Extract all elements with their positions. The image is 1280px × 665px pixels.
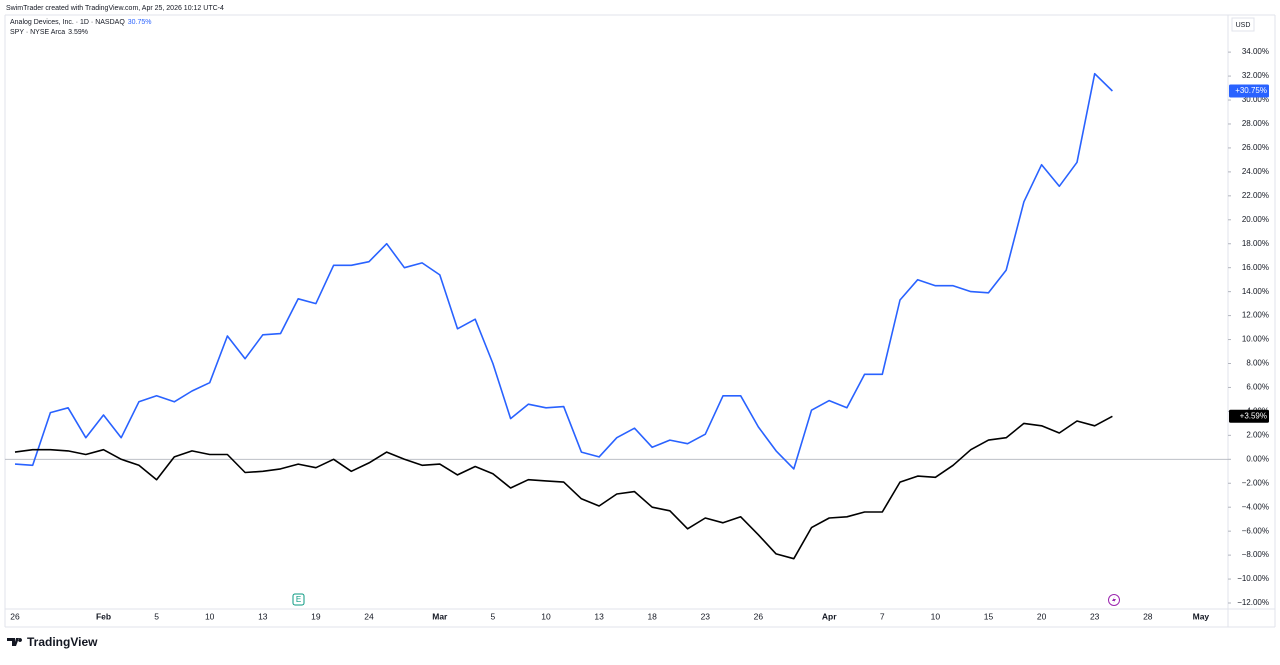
y-tick-label: −2.00% [1242,478,1269,487]
x-tick-label: 19 [311,611,321,621]
y-tick-label: −6.00% [1242,526,1269,535]
dividend-icon [1112,596,1116,604]
y-tick-label: 12.00% [1242,311,1269,320]
y-tick-label: 28.00% [1242,119,1269,128]
y-tick-label: 18.00% [1242,239,1269,248]
y-tick-label: 20.00% [1242,215,1269,224]
series-line [14,415,1113,560]
x-tick-label: 13 [594,611,604,621]
x-tick-label: 26 [10,611,20,621]
credit: SwimTrader created with TradingView.com,… [6,5,224,12]
y-tick-label: −12.00% [1237,598,1269,607]
plot [14,72,1113,560]
y-tick-label: 2.00% [1246,430,1269,439]
x-tick-label: 7 [880,611,885,621]
logo-text: TradingView [27,635,98,649]
currency[interactable]: USD [1236,22,1251,29]
y-tick-label: 26.00% [1242,143,1269,152]
y-tick-label: −8.00% [1242,550,1269,559]
price-badge-label: +30.75% [1235,86,1267,95]
x-tick-label: 20 [1037,611,1047,621]
currency-box[interactable] [1231,17,1255,32]
x-tick-label: 15 [984,611,994,621]
price-badge [1229,409,1269,423]
y-tick-label: −10.00% [1237,574,1269,583]
legend-name[interactable]: Analog Devices, Inc. · 1D · NASDAQ [10,19,125,26]
y-tick-label: 6.00% [1246,383,1269,392]
legend-value: 3.59% [68,29,88,36]
x-tick-label: 24 [364,611,374,621]
series-line [14,72,1113,470]
x-tick-label: 10 [931,611,941,621]
x-tick-label: 23 [701,611,711,621]
y-tick-label: 30.00% [1242,95,1269,104]
y-tick-label: −4.00% [1242,502,1269,511]
y-tick-label: 10.00% [1242,335,1269,344]
price-badge-label: +3.59% [1240,411,1267,420]
earnings-marker[interactable]: E [296,595,301,604]
x-tick-label: 23 [1090,611,1100,621]
y-tick-label: 14.00% [1242,287,1269,296]
y-tick-label: 0.00% [1246,454,1269,463]
x-tick-label: 26 [754,611,764,621]
x-tick-label: 10 [541,611,551,621]
x-tick-label: 13 [258,611,268,621]
legend-name[interactable]: SPY · NYSE Arca [10,29,65,36]
x-tick-label: Feb [96,611,111,621]
x-tick-label: May [1193,611,1210,621]
y-tick-label: 34.00% [1242,47,1269,56]
price-badge [1229,84,1269,98]
legend-value: 30.75% [128,19,152,26]
y-tick-label: 8.00% [1246,359,1269,368]
x-tick-label: 18 [647,611,657,621]
y-tick-label: 32.00% [1242,71,1269,80]
y-tick-label: 24.00% [1242,167,1269,176]
logo: TradingView [7,635,98,649]
x-tick-label: Mar [432,611,448,621]
y-tick-label: 22.00% [1242,191,1269,200]
y-tick-label: 16.00% [1242,263,1269,272]
x-tick-label: 5 [154,611,159,621]
x-tick-label: 10 [205,611,215,621]
earnings-marker-box[interactable] [292,593,305,606]
x-tick-label: 5 [491,611,496,621]
x-tick-label: Apr [822,611,837,621]
x-tick-label: 28 [1143,611,1153,621]
